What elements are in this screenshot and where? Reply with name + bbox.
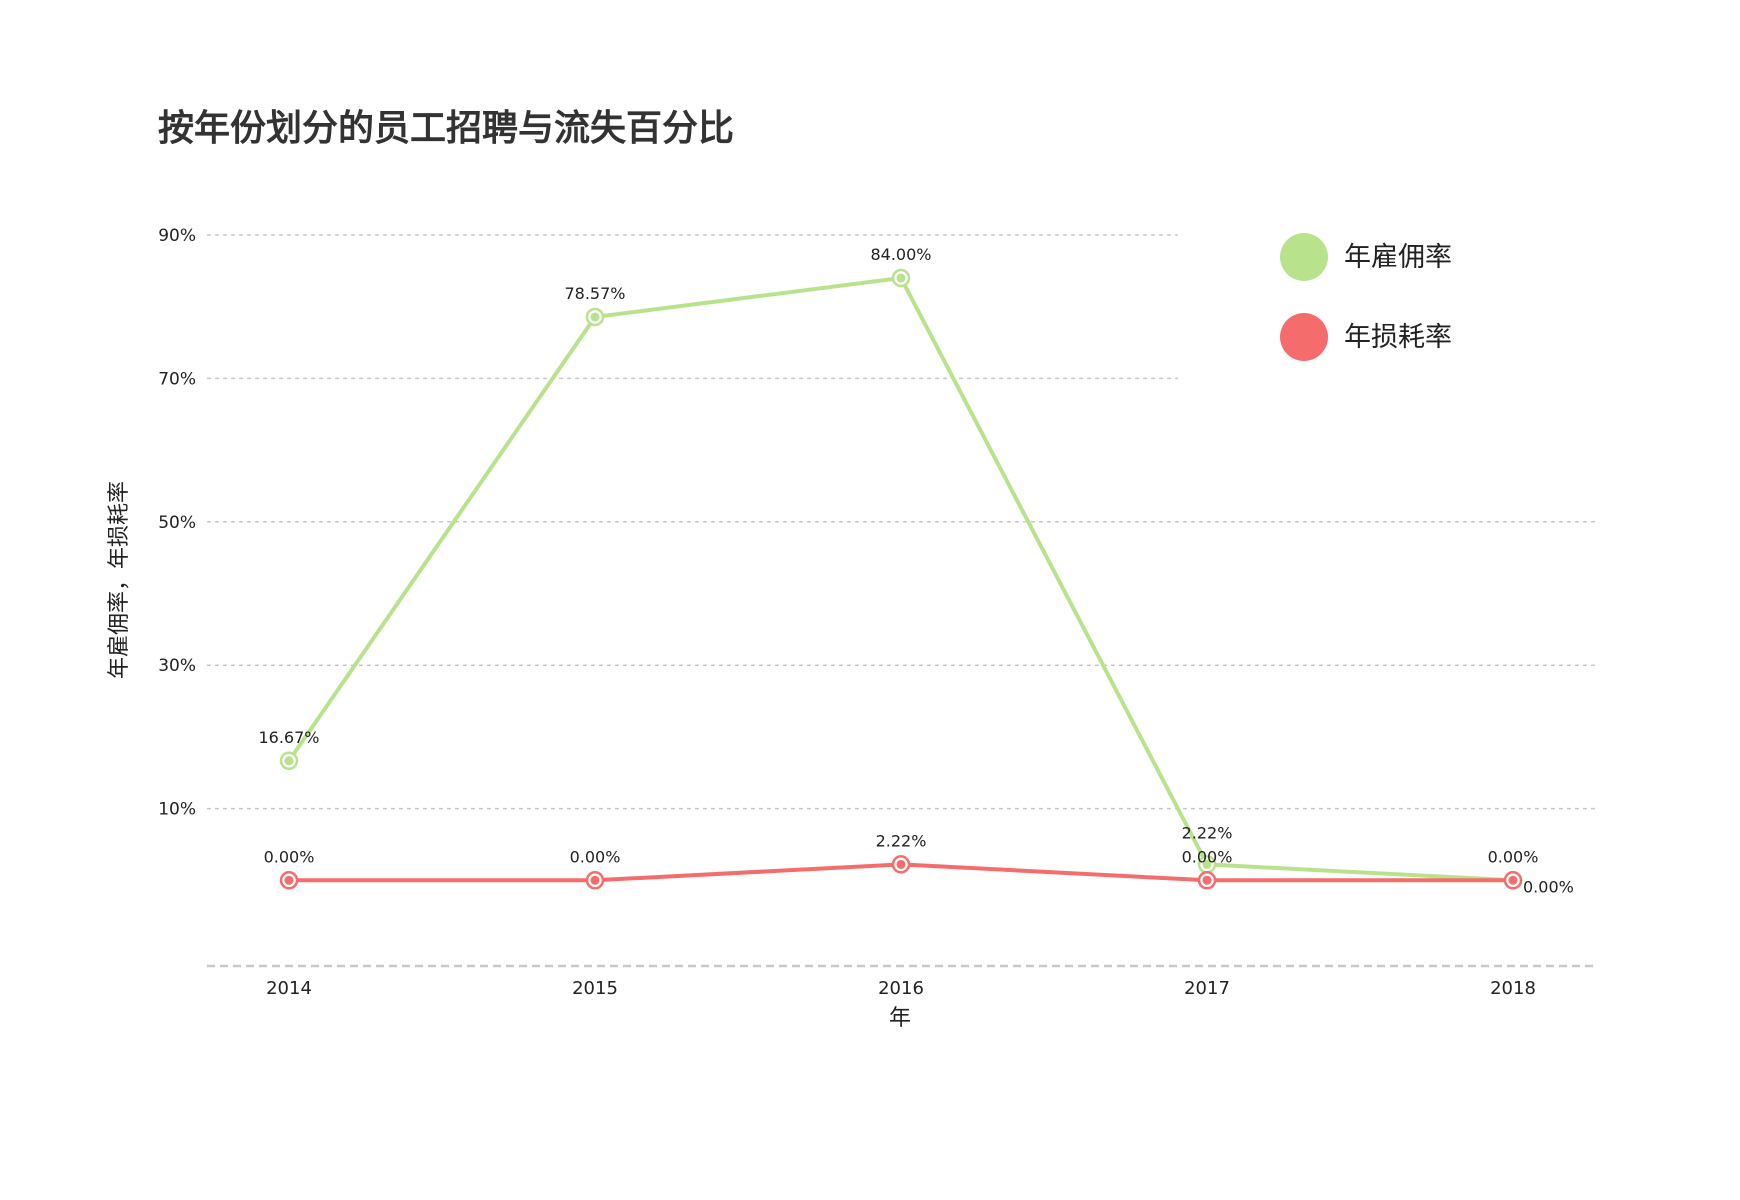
y-tick-label: 30%	[158, 656, 196, 676]
chart-title: 按年份划分的员工招聘与流失百分比	[158, 108, 734, 149]
legend-label-attrition-rate: 年损耗率	[1344, 322, 1452, 353]
y-axis-title: 年雇佣率，年损耗率	[107, 481, 132, 679]
series-line-0	[287, 276, 1514, 883]
series-1-point-core	[284, 875, 294, 885]
legend-swatch-attrition-rate	[1280, 313, 1328, 361]
legend-label-hire-rate: 年雇佣率	[1344, 242, 1452, 273]
data-label: 78.57%	[564, 284, 625, 303]
series-0-point-core	[284, 756, 294, 766]
x-axis-title: 年	[889, 1006, 911, 1031]
data-label: 16.67%	[258, 728, 319, 747]
data-label: 2.22%	[1182, 823, 1233, 842]
grid-lines	[207, 234, 1595, 810]
data-label: 2.22%	[876, 831, 927, 850]
series-1-point-core	[590, 875, 600, 885]
x-tick-label: 2017	[1184, 978, 1230, 999]
series-0-point-core	[896, 273, 906, 283]
legend-swatch-hire-rate	[1280, 233, 1328, 281]
y-tick-label: 70%	[158, 369, 196, 389]
data-label: 0.00%	[1523, 877, 1574, 896]
data-label: 0.00%	[264, 847, 315, 866]
x-tick-label: 2015	[572, 978, 618, 999]
x-axis-ticks: 2014 2015 2016 2017 2018	[266, 978, 1536, 999]
legend: 年雇佣率 年损耗率	[1280, 233, 1452, 361]
series-0-point-core	[1202, 859, 1212, 869]
x-tick-label: 2018	[1490, 978, 1536, 999]
data-labels: 16.67% 78.57% 84.00% 2.22% 0.00% 0.00% 0.00% 2.…	[258, 245, 1573, 896]
series-1-point-core	[1508, 875, 1518, 885]
data-label: 0.00%	[1182, 847, 1233, 866]
x-tick-label: 2016	[878, 978, 924, 999]
series-0-point-core	[590, 312, 600, 322]
x-tick-label: 2014	[266, 978, 312, 999]
y-axis-ticks: 90% 70% 50% 30% 10%	[158, 226, 196, 820]
series-group	[279, 268, 1523, 890]
y-tick-label: 10%	[158, 800, 196, 820]
data-label: 0.00%	[1488, 847, 1539, 866]
y-tick-label: 90%	[158, 226, 196, 246]
data-label: 0.00%	[570, 847, 621, 866]
y-tick-label: 50%	[158, 513, 196, 533]
data-label: 84.00%	[870, 245, 931, 264]
series-1-point-core	[896, 859, 906, 869]
series-1-point-core	[1202, 875, 1212, 885]
